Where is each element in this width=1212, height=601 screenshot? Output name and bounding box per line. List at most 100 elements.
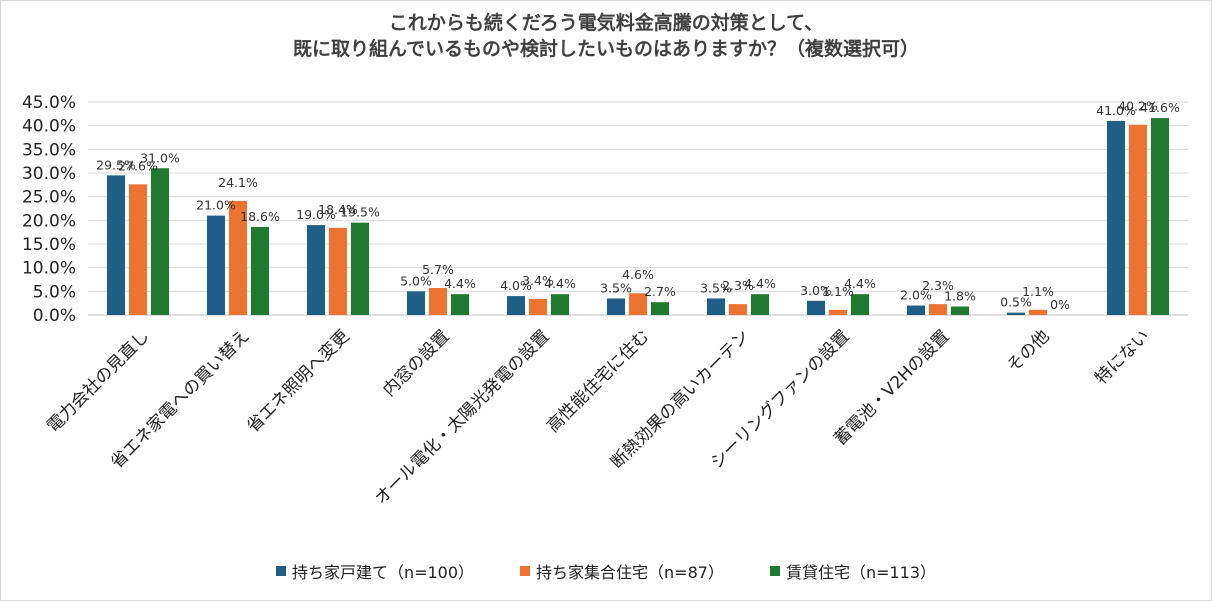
data-label: 19.5% (340, 205, 380, 220)
y-tick-label: 0.0% (33, 306, 76, 326)
y-tick-label: 20.0% (22, 211, 76, 231)
bar (607, 298, 625, 315)
y-tick-label: 40.0% (22, 117, 76, 137)
y-tick-label: 35.0% (22, 140, 76, 160)
data-label: 24.1% (218, 175, 258, 190)
data-label: 4.4% (444, 276, 476, 291)
y-axis-ticks: 0.0% 5.0% 10.0% 15.0% 20.0% 25.0% 30.0% 35.0% 40… (22, 93, 76, 326)
bar (229, 200, 247, 315)
legend-label-rental: 賃貸住宅（n=113） (785, 563, 937, 582)
data-label: 2.7% (644, 284, 676, 299)
bar (929, 304, 947, 315)
data-label: 1.1% (822, 284, 854, 299)
data-label: 0% (1050, 297, 1070, 312)
chart-title: これからも続くだろう電気料金高騰の対策として、 既に取り組んでいるものや検討した… (0, 10, 1212, 62)
bar (351, 222, 369, 315)
bar (107, 175, 125, 315)
x-category-label: 電力会社の見直し (43, 326, 153, 436)
data-label: 1.1% (1022, 284, 1054, 299)
x-category-label: オール電化・太陽光発電の設置 (371, 326, 553, 508)
bar (451, 294, 469, 315)
data-label: 3.0% (800, 283, 832, 298)
legend-swatch-rental (769, 566, 780, 576)
bar (1151, 118, 1169, 316)
gridlines (88, 101, 1188, 316)
data-label: 21.0% (196, 198, 236, 213)
legend: 持ち家戸建て（n=100） 持ち家集合住宅（n=87） 賃貸住宅（n=113） (0, 559, 1212, 583)
legend-label-detached: 持ち家戸建て（n=100） (291, 563, 475, 582)
data-label: 4.4% (844, 276, 876, 291)
bar (507, 296, 525, 315)
bar (829, 309, 847, 315)
legend-item: 持ち家戸建て（n=100） (275, 559, 475, 583)
bar (407, 291, 425, 315)
bar (951, 306, 969, 315)
y-tick-label: 45.0% (22, 93, 76, 113)
bar (1007, 312, 1025, 315)
bar (729, 304, 747, 315)
x-category-label: その他 (1003, 326, 1053, 376)
bar (1107, 120, 1125, 315)
data-label: 18.6% (240, 209, 280, 224)
data-label: 41.6% (1140, 100, 1180, 115)
data-label: 3.4% (522, 273, 554, 288)
data-label: 27.6% (118, 158, 158, 173)
data-label: 2.3% (922, 278, 954, 293)
y-tick-label: 10.0% (22, 259, 76, 279)
bar (807, 300, 825, 315)
legend-item: 持ち家集合住宅（n=87） (520, 559, 724, 583)
bar (1029, 309, 1047, 315)
bar (707, 298, 725, 315)
data-label: 19.0% (296, 207, 336, 222)
y-tick-label: 15.0% (22, 235, 76, 255)
bar (329, 227, 347, 315)
bar (251, 226, 269, 315)
data-label: 3.5% (600, 280, 632, 295)
legend-swatch-detached (275, 566, 286, 576)
data-label: 5.0% (400, 273, 432, 288)
bar (429, 288, 447, 315)
y-tick-label: 25.0% (22, 188, 76, 208)
legend-swatch-condo (520, 566, 531, 576)
y-tick-label: 30.0% (22, 164, 76, 184)
bar (529, 298, 547, 315)
chart-title-line-2: 既に取り組んでいるものや検討したいものはありますか？（複数選択可） (292, 38, 920, 60)
data-label: 40.2% (1118, 99, 1158, 114)
data-label: 4.4% (544, 276, 576, 291)
legend-label-condo: 持ち家集合住宅（n=87） (536, 563, 724, 582)
x-category-label: 省エネ照明へ変更 (243, 326, 353, 436)
bar (307, 225, 325, 315)
data-label: 1.8% (944, 288, 976, 303)
data-label: 2.0% (900, 288, 932, 303)
bar (1129, 124, 1147, 315)
bar (151, 168, 169, 315)
data-label: 2.3% (722, 278, 754, 293)
bar (629, 293, 647, 315)
data-label: 31.0% (140, 150, 180, 165)
data-label: 4.6% (622, 267, 654, 282)
x-category-label: 特にない (1091, 326, 1153, 388)
legend-item: 賃貸住宅（n=113） (769, 559, 937, 583)
data-labels: 29.5%27.6%31.0% 21.0% 24.1% 18.6% 19.0%18.4%… (96, 99, 1180, 312)
data-label: 4.4% (744, 276, 776, 291)
data-label: 29.5% (96, 157, 136, 172)
bar (851, 294, 869, 315)
bar (207, 215, 225, 315)
x-category-label: 内窓の設置 (379, 326, 453, 400)
bars (107, 118, 1169, 316)
bar (129, 184, 147, 315)
data-label: 0.5% (1000, 295, 1032, 310)
bar (551, 294, 569, 315)
bar (907, 305, 925, 315)
data-label: 5.7% (422, 262, 454, 277)
data-label: 18.4% (318, 202, 358, 217)
y-tick-label: 5.0% (33, 282, 76, 302)
data-label: 3.5% (700, 280, 732, 295)
bar (651, 302, 669, 315)
data-label: 4.0% (500, 278, 532, 293)
data-label: 41.0% (1096, 103, 1136, 118)
bar (751, 294, 769, 315)
